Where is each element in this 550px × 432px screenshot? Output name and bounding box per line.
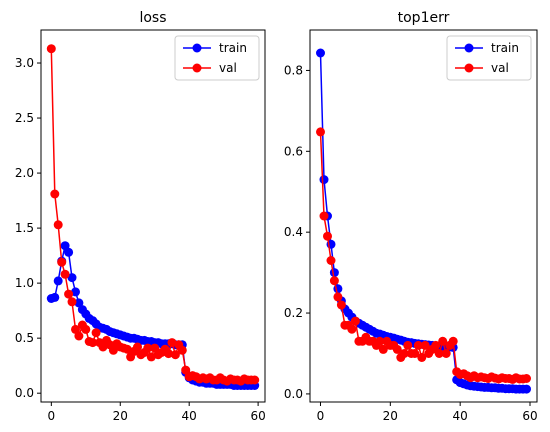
x-tick-label: 20 — [383, 409, 398, 423]
data-point-val — [350, 316, 360, 326]
y-tick-label: 0.2 — [284, 306, 303, 320]
y-tick-label: 1.5 — [15, 221, 34, 235]
data-point-val — [329, 276, 339, 286]
data-point-val — [60, 269, 70, 279]
data-point-val — [431, 340, 441, 350]
data-point-val — [326, 256, 336, 265]
data-point-train — [64, 247, 74, 257]
legend-label-val: val — [491, 61, 509, 75]
data-point-train — [522, 384, 531, 394]
legend: train val — [174, 35, 260, 81]
data-point-train — [50, 292, 60, 302]
legend: train val — [446, 35, 532, 81]
data-point-val — [67, 297, 77, 307]
y-tick-label: 1.0 — [15, 276, 34, 290]
data-point-val — [146, 352, 156, 362]
data-point-val — [413, 340, 423, 350]
data-point-val — [143, 343, 153, 353]
data-point-val — [74, 331, 84, 341]
data-point-val — [50, 189, 60, 199]
legend-marker-train — [192, 43, 202, 53]
data-point-val — [399, 349, 409, 358]
y-tick-label: 0.5 — [15, 331, 34, 345]
chart-title: loss — [139, 10, 166, 26]
data-point-train — [53, 276, 63, 286]
x-tick-label: 60 — [250, 409, 265, 423]
x-tick-label: 40 — [453, 409, 468, 423]
data-point-val — [441, 349, 451, 358]
chart-title: top1err — [398, 10, 450, 26]
plot-area-frame — [309, 29, 538, 403]
legend-marker-train — [464, 43, 474, 53]
data-point-val — [392, 344, 402, 354]
legend-label-train: train — [219, 41, 247, 55]
data-point-val — [378, 344, 388, 354]
data-point-train — [329, 268, 339, 278]
y-tick-label: 0.6 — [284, 144, 303, 158]
data-point-val — [375, 336, 385, 346]
data-point-val — [181, 365, 191, 375]
legend-marker-val — [192, 63, 202, 73]
data-point-val — [448, 336, 458, 346]
data-point-val — [420, 340, 430, 350]
data-point-val — [410, 349, 420, 358]
data-point-val — [91, 328, 101, 338]
data-point-val — [434, 349, 444, 358]
data-point-val — [88, 338, 98, 348]
x-tick-label: 0 — [48, 409, 56, 423]
data-point-train — [67, 273, 77, 283]
data-point-val — [53, 220, 63, 230]
data-point-val — [403, 340, 413, 350]
data-point-val — [64, 289, 74, 299]
data-point-val — [438, 336, 448, 346]
data-point-val — [98, 342, 108, 352]
data-point-val — [319, 211, 329, 221]
y-tick-label: 0.8 — [284, 63, 303, 77]
x-tick-label: 40 — [182, 409, 197, 423]
y-tick-label: 0.0 — [284, 387, 303, 401]
y-tick-label: 2.0 — [15, 166, 34, 180]
x-tick-label: 0 — [317, 409, 325, 423]
data-point-train — [316, 48, 325, 58]
data-point-train — [319, 175, 329, 185]
chart-panel-2: top1err 0 20 40 60 0.0 0.2 0.4 0.6 0.8 train val — [284, 10, 538, 423]
data-point-val — [57, 257, 67, 267]
legend-label-train: train — [491, 41, 519, 55]
data-point-val — [522, 374, 531, 383]
data-point-val — [323, 231, 332, 241]
data-point-val — [417, 353, 427, 362]
y-tick-label: 2.5 — [15, 111, 34, 125]
data-point-train — [74, 298, 84, 308]
x-tick-label: 20 — [113, 409, 128, 423]
x-tick-label: 60 — [522, 409, 537, 423]
data-point-val — [336, 300, 346, 310]
data-point-val — [250, 375, 260, 385]
data-point-val — [177, 345, 187, 355]
data-point-val — [167, 338, 177, 348]
data-point-train — [60, 241, 70, 251]
y-tick-label: 0.0 — [15, 386, 34, 400]
data-point-val — [316, 127, 325, 137]
data-point-val — [133, 342, 142, 352]
data-point-val — [81, 324, 91, 334]
y-tick-label: 3.0 — [15, 56, 34, 70]
chart-panel-1: loss 0 20 40 60 0.0 0.5 1.0 1.5 2.0 2.5 3.0 train val — [15, 10, 266, 423]
legend-label-val: val — [219, 61, 237, 75]
data-point-val — [150, 343, 160, 353]
data-point-val — [347, 324, 357, 334]
y-tick-label: 0.4 — [284, 225, 303, 239]
data-point-train — [71, 287, 80, 297]
series-val — [46, 44, 260, 386]
legend-marker-val — [464, 63, 474, 73]
series-val — [316, 127, 531, 384]
data-point-val — [170, 350, 180, 360]
data-point-val — [333, 292, 343, 302]
data-point-val — [122, 344, 132, 354]
data-point-val — [164, 349, 173, 359]
data-point-val — [46, 44, 56, 54]
